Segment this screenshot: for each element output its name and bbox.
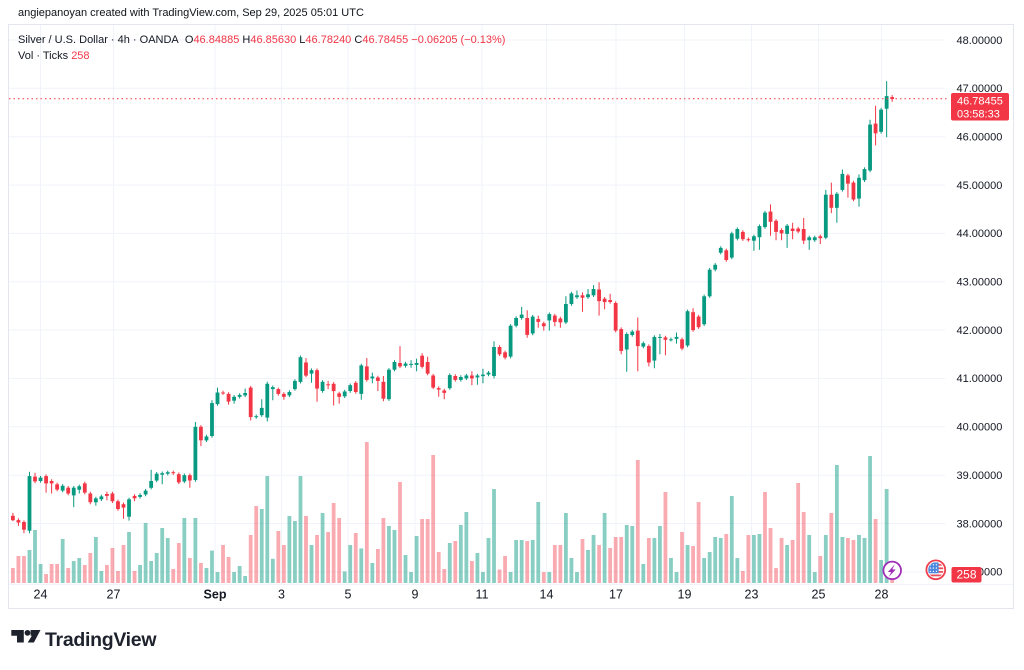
svg-text:11: 11 bbox=[476, 588, 489, 602]
svg-text:46.00000: 46.00000 bbox=[957, 132, 1003, 144]
svg-text:5: 5 bbox=[345, 588, 352, 602]
svg-text:40.00000: 40.00000 bbox=[957, 422, 1003, 434]
svg-text:27: 27 bbox=[107, 588, 121, 602]
svg-text:46.78455: 46.78455 bbox=[957, 96, 1003, 108]
svg-text:43.00000: 43.00000 bbox=[957, 277, 1003, 289]
svg-text:28: 28 bbox=[875, 588, 889, 602]
svg-text:TradingView: TradingView bbox=[45, 629, 157, 651]
svg-text:47.00000: 47.00000 bbox=[957, 83, 1003, 95]
svg-text:Sep: Sep bbox=[204, 588, 227, 602]
svg-text:9: 9 bbox=[412, 588, 419, 602]
svg-text:39.00000: 39.00000 bbox=[957, 470, 1003, 482]
svg-text:03:58:33: 03:58:33 bbox=[957, 109, 1000, 121]
svg-text:44.00000: 44.00000 bbox=[957, 228, 1003, 240]
svg-text:42.00000: 42.00000 bbox=[957, 325, 1003, 337]
svg-text:24: 24 bbox=[34, 588, 48, 602]
svg-text:48.00000: 48.00000 bbox=[957, 35, 1003, 47]
svg-text:19: 19 bbox=[678, 588, 692, 602]
svg-text:3: 3 bbox=[278, 588, 285, 602]
svg-text:38.00000: 38.00000 bbox=[957, 518, 1003, 530]
svg-text:14: 14 bbox=[540, 588, 554, 602]
svg-text:258: 258 bbox=[956, 568, 976, 582]
svg-text:23: 23 bbox=[745, 588, 759, 602]
svg-text:25: 25 bbox=[812, 588, 826, 602]
svg-text:17: 17 bbox=[609, 588, 623, 602]
svg-text:45.00000: 45.00000 bbox=[957, 180, 1003, 192]
svg-text:41.00000: 41.00000 bbox=[957, 373, 1003, 385]
